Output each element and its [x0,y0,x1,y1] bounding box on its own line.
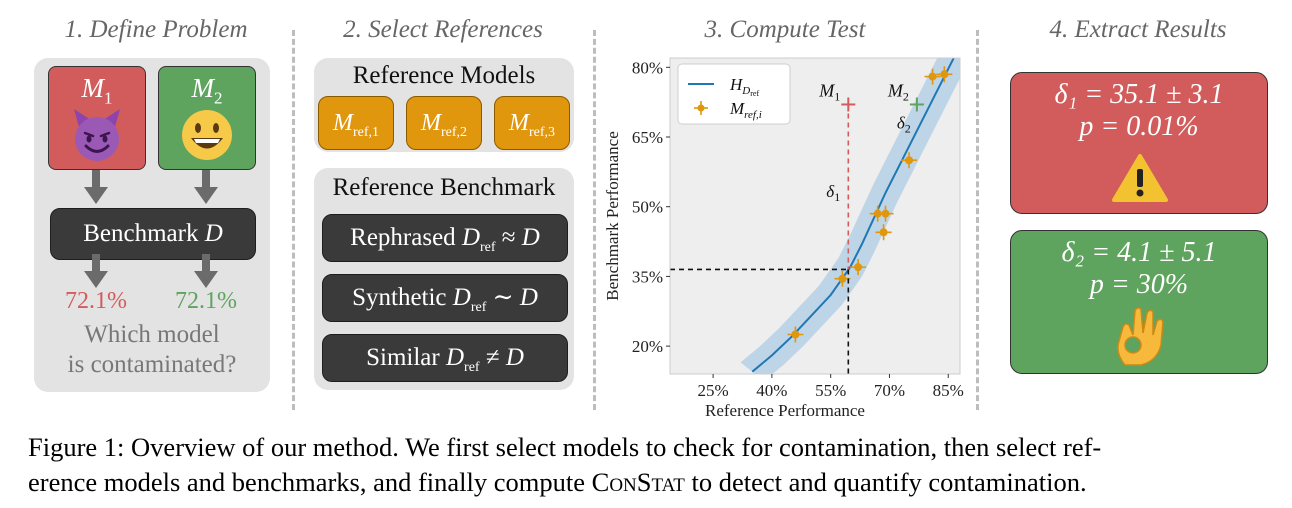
confidence-band [740,58,960,374]
model-2-label: M2 [191,73,223,108]
reference-point [854,263,863,272]
grinning-face-icon [182,110,232,160]
down-arrow-icon [84,254,108,288]
divider-3 [976,30,979,410]
x-tick-label: 70% [874,381,905,400]
x-axis-label: Reference Performance [705,401,865,420]
rephrased-benchmark-option[interactable]: Rephrased Dref ≈ D [322,214,568,262]
ref-model-3-chip[interactable]: Mref,3 [494,96,570,150]
warning-icon [1112,154,1168,202]
y-axis-label: Benchmark Performance [603,131,622,300]
x-tick-label: 25% [698,381,729,400]
ref-model-1-chip[interactable]: Mref,1 [318,96,394,150]
result-card-model-2[interactable]: δ₂ = 4.1 ± 5.1 p = 30% [1010,230,1268,374]
down-arrow-icon [84,170,108,204]
step1-title: 1. Define Problem [64,16,248,43]
y-tick-label: 20% [632,337,663,356]
define-problem-panel: M1 M2 Benchmark D 72.1% 72.1% Which mo [34,58,270,392]
model-1-label: M1 [81,73,113,108]
y-tick-label: 50% [632,198,663,217]
model-point-label-sub: 2 [903,89,909,103]
contamination-question: Which model is contaminated? [67,321,237,378]
reference-point [928,72,937,81]
x-tick-label: 55% [815,381,846,400]
step3-title: 3. Compute Test [704,16,866,43]
legend-fit-subsub: ref [750,89,759,98]
smiling-devil-icon [74,109,120,161]
synthetic-benchmark-option[interactable]: Synthetic Dref ∼ D [322,274,568,322]
ref-model-2-chip[interactable]: Mref,2 [406,96,482,150]
legend-point-swatch [697,104,705,112]
reference-point [879,228,888,237]
result-card-model-1[interactable]: δ₁ = 35.1 ± 3.1 p = 0.01% [1010,72,1268,214]
result-2-pvalue: p = 30% [1089,269,1189,300]
result-1-delta: δ₁ = 35.1 ± 3.1 [1054,79,1224,110]
plot-frame [669,57,961,375]
x-tick-label: 85% [933,381,964,400]
legend-fit-sub: D [741,85,750,97]
reference-point [905,156,914,165]
model-2-score: 72.1% [175,288,237,314]
model-1-score: 72.1% [65,288,127,314]
reference-point [940,70,949,79]
reference-point [791,330,800,339]
down-arrow-icon [194,170,218,204]
reference-point [881,209,890,218]
delta-2-sub: 2 [905,121,911,135]
y-tick-label: 35% [632,267,663,286]
reference-models-title: Reference Models [352,62,536,89]
similar-benchmark-option[interactable]: Similar Dref ≠ D [322,334,568,382]
benchmark-d-box[interactable]: Benchmark D [50,208,256,260]
result-2-delta: δ₂ = 4.1 ± 5.1 [1061,237,1217,268]
caption-line-2: erence models and benchmarks, and finall… [28,467,1087,497]
x-tick-label: 40% [756,381,787,400]
method-name: ConStat [591,467,685,497]
model-2-card[interactable]: M2 [158,66,256,170]
figure-caption: Figure 1: Overview of our method. We fir… [28,430,1278,500]
down-arrow-icon [194,254,218,288]
result-1-pvalue: p = 0.01% [1079,111,1199,142]
y-tick-label: 65% [632,128,663,147]
reference-point [838,274,847,283]
plot-area [740,58,960,374]
legend-box [677,63,791,125]
model-point-label-sub: 1 [834,89,840,103]
delta-1-sub: 1 [834,190,840,204]
step2-title: 2. Select References [343,16,543,43]
y-tick-label: 80% [632,58,663,77]
reference-benchmark-title: Reference Benchmark [332,174,556,201]
model-1-card[interactable]: M1 [48,66,146,170]
ok-hand-icon [1117,307,1164,366]
divider-2 [593,30,596,410]
legend-points-sub: ref,i [744,109,762,121]
divider-1 [292,30,295,410]
step4-title: 4. Extract Results [1049,16,1227,43]
fit-curve-line [751,58,955,373]
caption-line-1: Figure 1: Overview of our method. We fir… [28,432,1102,462]
